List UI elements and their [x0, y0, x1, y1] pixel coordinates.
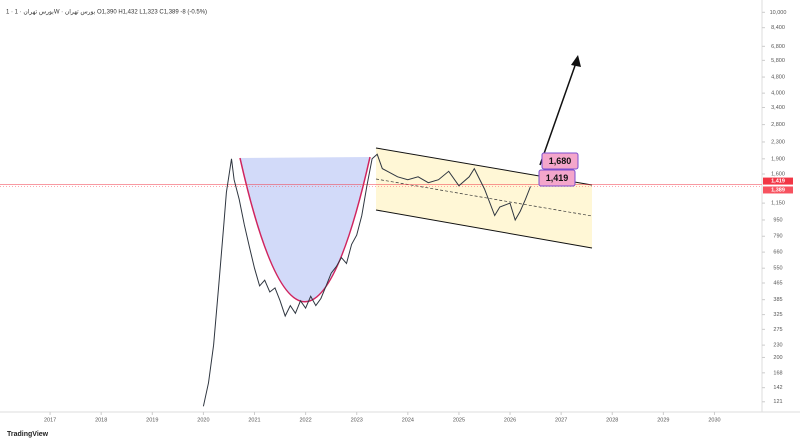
- x-tick-label: 2021: [248, 417, 260, 423]
- price-label: 1,419: [771, 179, 785, 185]
- channel-mid: [375, 178, 593, 217]
- price-badge: [763, 186, 793, 194]
- y-tick-label: 5,800: [771, 58, 785, 64]
- header: 1 · بورس تهران · 1W · بورس تهران O1,390 …: [6, 9, 207, 16]
- x-tick-label: 2030: [708, 417, 720, 423]
- price-badge: [763, 177, 793, 185]
- x-tick-label: 2022: [299, 417, 311, 423]
- y-tick-label: 3,400: [771, 105, 785, 111]
- y-tick-label: 2,800: [771, 122, 785, 128]
- y-tick-label: 1,900: [771, 156, 785, 162]
- annotation: 1,419: [546, 173, 569, 183]
- channel-fill: [376, 148, 592, 248]
- y-tick-label: 200: [773, 355, 782, 361]
- y-tick-label: 465: [773, 280, 782, 286]
- annotation-box: [538, 169, 576, 187]
- x-tick-label: 2029: [657, 417, 669, 423]
- channel-bottom: [375, 209, 593, 249]
- y-tick-label: 325: [773, 312, 782, 318]
- annotation: 1,680: [549, 156, 572, 166]
- brand: TradingView: [7, 431, 49, 438]
- y-tick-label: 385: [773, 297, 782, 303]
- y-tick-label: 121: [773, 399, 782, 405]
- arrow-head: [571, 55, 581, 67]
- x-tick-label: 2023: [351, 417, 363, 423]
- x-tick-label: 2019: [146, 417, 158, 423]
- y-tick-label: 4,000: [771, 91, 785, 97]
- y-tick-label: 4,800: [771, 75, 785, 81]
- x-tick-label: 2025: [453, 417, 465, 423]
- y-tick-label: 142: [773, 385, 782, 391]
- x-tick-label: 2020: [197, 417, 209, 423]
- y-tick-label: 790: [773, 234, 782, 240]
- y-tick-label: 8,400: [771, 25, 785, 31]
- y-tick-label: 275: [773, 327, 782, 333]
- y-tick-label: 1,600: [771, 171, 785, 177]
- y-tick-label: 660: [773, 250, 782, 256]
- price-label: 1,389: [771, 187, 785, 193]
- y-tick-label: 550: [773, 266, 782, 272]
- price-line-series: [202, 153, 531, 407]
- y-tick-label: 2,300: [771, 139, 785, 145]
- y-tick-label: 230: [773, 343, 782, 349]
- y-tick-label: 1,150: [771, 201, 785, 207]
- x-tick-label: 2024: [402, 417, 414, 423]
- x-tick-label: 2027: [555, 417, 567, 423]
- y-tick-label: 950: [773, 217, 782, 223]
- cup-curve: [239, 156, 371, 303]
- arrow: [539, 59, 578, 166]
- x-tick-label: 2028: [606, 417, 618, 423]
- x-tick-label: 2026: [504, 417, 516, 423]
- y-tick-label: 10,000: [770, 10, 787, 16]
- x-tick-label: 2017: [44, 417, 56, 423]
- annotation-box: [541, 152, 579, 170]
- x-tick-label: 2018: [95, 417, 107, 423]
- y-tick-label: 6,800: [771, 44, 785, 50]
- y-tick-label: 168: [773, 370, 782, 376]
